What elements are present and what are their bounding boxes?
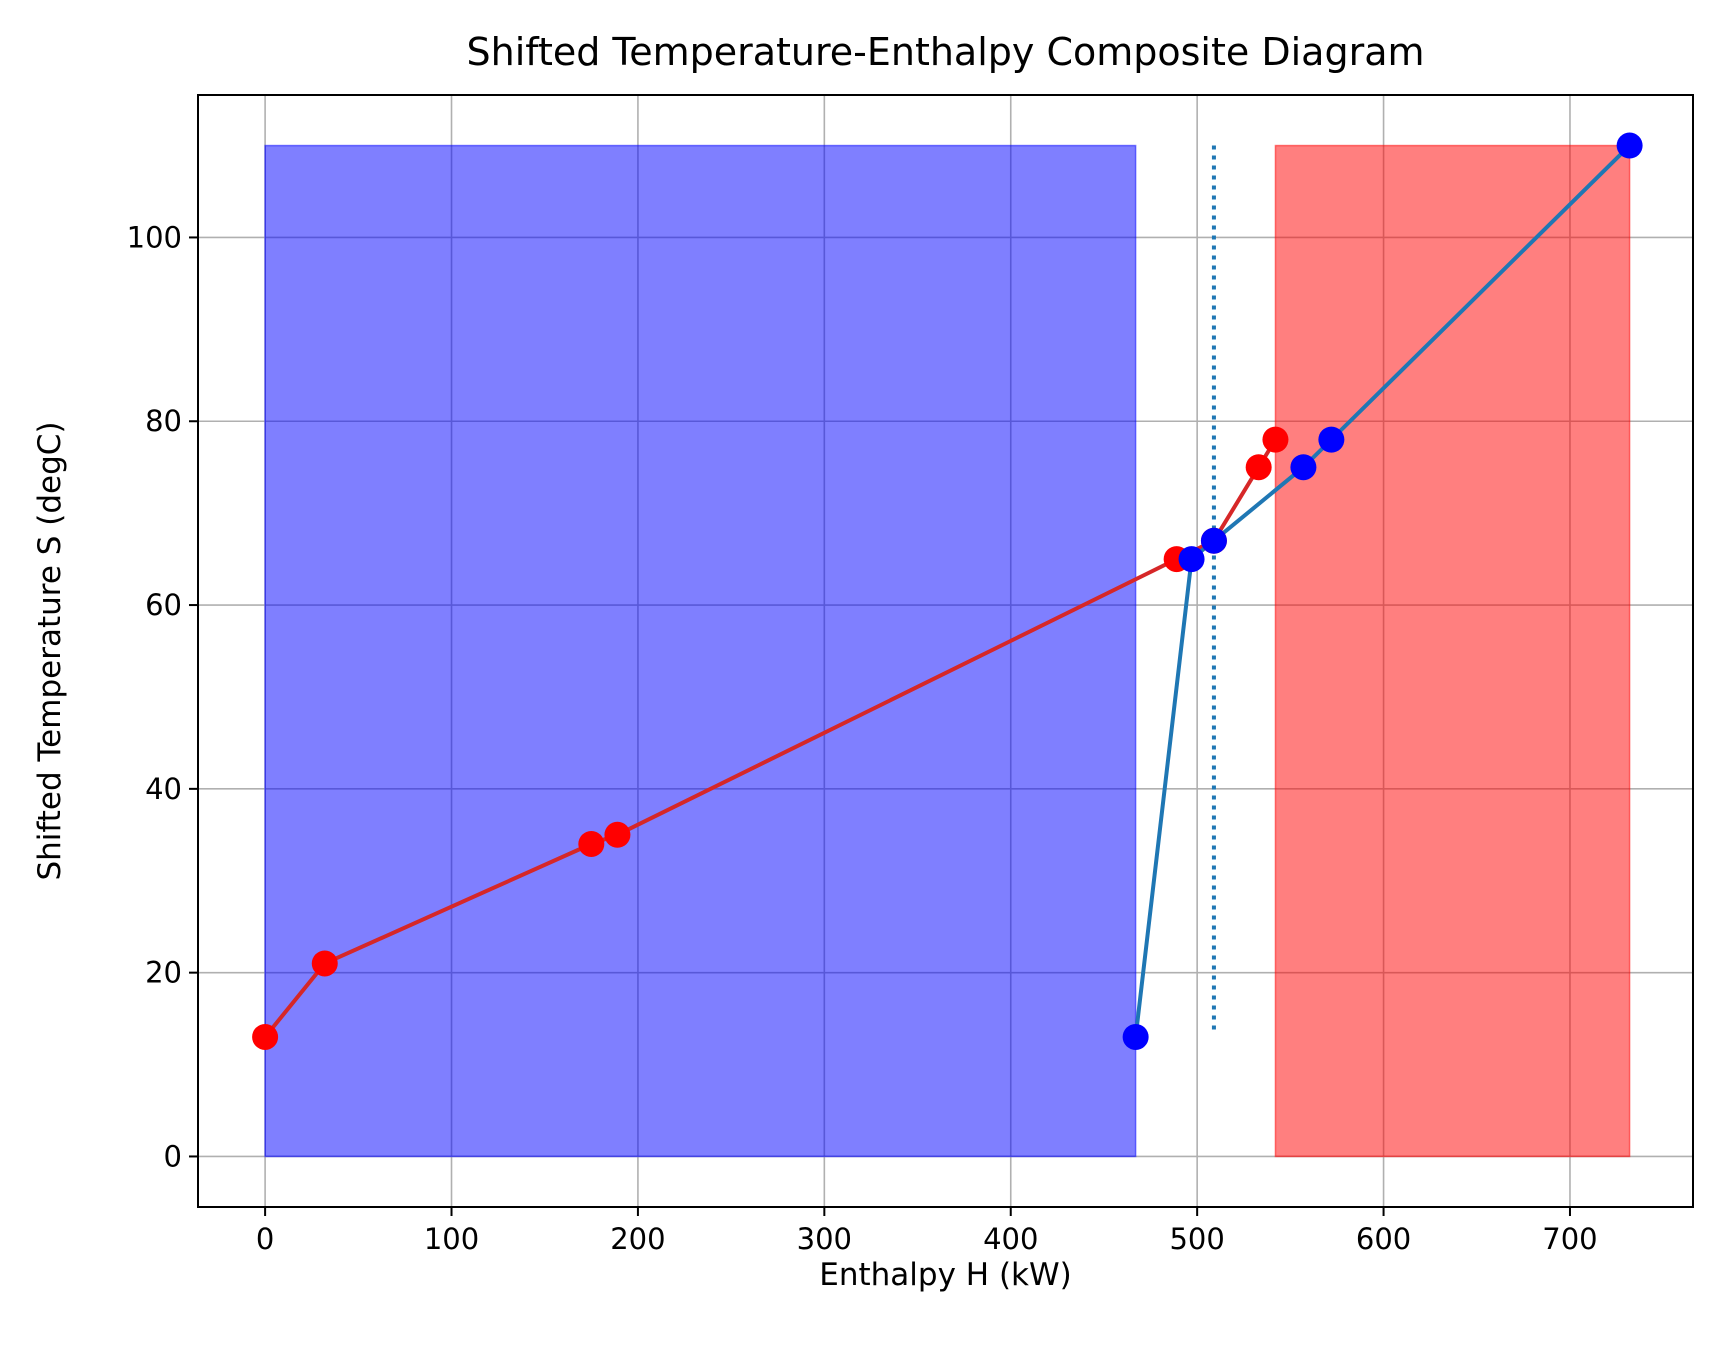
series-group	[252, 132, 1643, 1050]
y-tick-label: 100	[127, 220, 182, 254]
x-tick-label: 0	[256, 1222, 274, 1256]
shaded-region-0	[264, 144, 1137, 1158]
x-tick-label: 200	[610, 1222, 665, 1256]
series-1-point	[1178, 546, 1205, 573]
x-tick-label: 300	[797, 1222, 852, 1256]
shaded-region-1	[1274, 144, 1631, 1158]
series-0-point	[578, 830, 605, 857]
x-tick-label: 100	[424, 1222, 479, 1256]
x-tick-label: 700	[1542, 1222, 1597, 1256]
series-0-point	[311, 950, 338, 977]
x-tick-label: 500	[1169, 1222, 1224, 1256]
y-tick-label: 60	[145, 588, 182, 622]
series-1-point	[1200, 527, 1227, 554]
axes-frame	[197, 94, 1694, 1208]
y-tick-label: 40	[145, 772, 182, 806]
y-axis-label: Shifted Temperature S (degC)	[32, 421, 68, 880]
series-1-point	[1616, 132, 1643, 159]
y-tick-label: 80	[145, 404, 182, 438]
y-tick-label: 20	[145, 956, 182, 990]
series-1-point	[1290, 454, 1317, 481]
x-tick-label: 600	[1356, 1222, 1411, 1256]
series-line-1	[1133, 144, 1632, 1038]
series-0-point	[1262, 426, 1289, 453]
series-0-point	[1245, 454, 1272, 481]
x-axis-label: Enthalpy H (kW)	[819, 1257, 1071, 1293]
series-1-point	[1318, 426, 1345, 453]
series-0-point	[252, 1023, 279, 1050]
x-tick-label: 400	[983, 1222, 1038, 1256]
series-1-point	[1122, 1023, 1149, 1050]
series-0-point	[604, 821, 631, 848]
shaded-regions	[264, 144, 1631, 1158]
y-tick-label: 0	[164, 1139, 182, 1173]
chart-title: Shifted Temperature-Enthalpy Composite D…	[466, 30, 1424, 74]
series-line-0	[263, 438, 1278, 1039]
tick-marks: 0 100 200 300 400 500 600 700 0 20 40 60 80 100	[127, 220, 1598, 1256]
